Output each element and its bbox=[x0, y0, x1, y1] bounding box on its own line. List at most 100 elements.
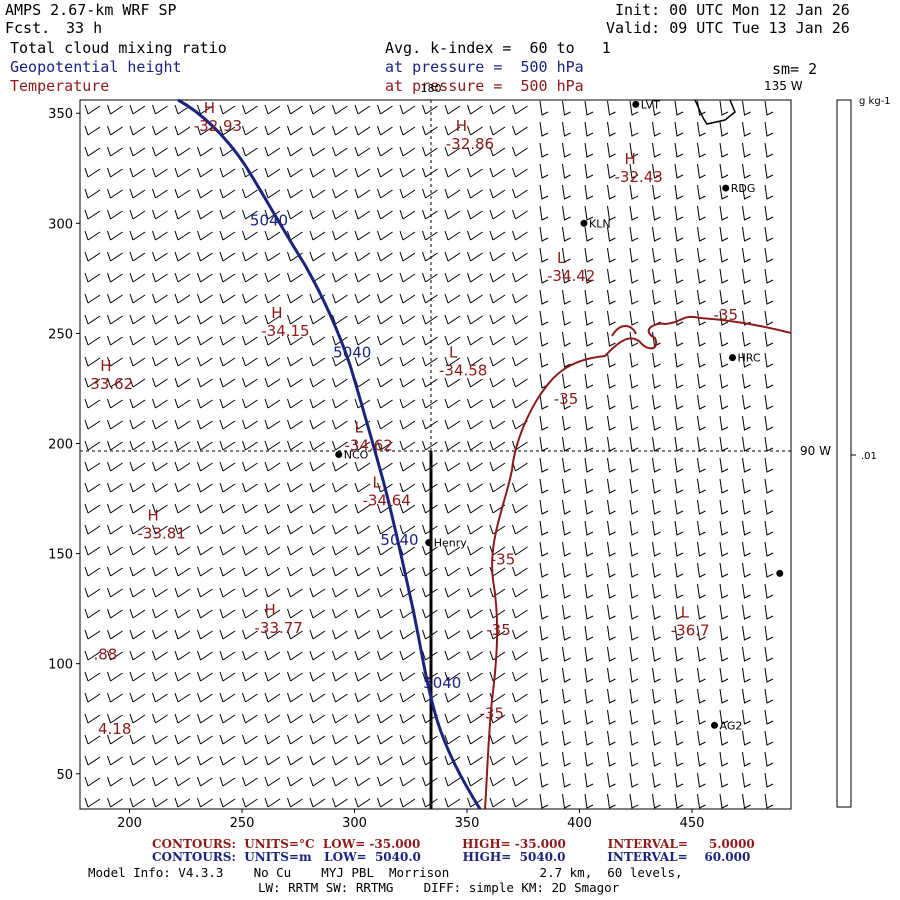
wind-barb bbox=[607, 583, 616, 599]
wind-barb bbox=[242, 209, 258, 220]
wind-barb bbox=[354, 167, 371, 178]
wind-barb bbox=[107, 272, 123, 283]
wind-barb bbox=[377, 335, 393, 346]
wind-barb bbox=[607, 772, 616, 788]
wind-barb bbox=[354, 503, 371, 514]
wind-barb bbox=[174, 734, 191, 745]
wind-barb bbox=[584, 184, 594, 200]
wind-barb bbox=[174, 293, 191, 304]
wind-barb bbox=[444, 671, 461, 682]
wind-barb bbox=[332, 545, 348, 556]
wind-barb bbox=[174, 209, 191, 220]
wind-barb bbox=[512, 188, 528, 199]
wind-barb bbox=[242, 314, 258, 325]
pressure-center-high: H bbox=[100, 357, 111, 375]
wind-barb bbox=[399, 482, 416, 493]
wind-barb bbox=[107, 797, 123, 808]
wind-barb bbox=[332, 167, 348, 178]
wind-barb bbox=[467, 398, 483, 409]
wind-barb bbox=[332, 209, 348, 220]
wind-barb bbox=[287, 398, 303, 409]
wind-barb bbox=[422, 209, 438, 220]
wind-barb bbox=[354, 713, 371, 724]
wind-barb bbox=[219, 545, 236, 556]
wind-barb bbox=[607, 625, 616, 641]
wind-barb bbox=[489, 272, 506, 283]
wind-barb bbox=[467, 461, 483, 472]
wind-barb bbox=[377, 629, 393, 640]
wind-barb bbox=[512, 482, 528, 493]
wind-barb bbox=[219, 671, 236, 682]
wind-barb bbox=[309, 587, 326, 598]
wind-barb bbox=[584, 121, 594, 137]
wind-barb bbox=[174, 356, 191, 367]
wind-barb bbox=[764, 331, 774, 347]
wind-barb bbox=[422, 251, 438, 262]
wind-barb bbox=[764, 184, 774, 200]
wind-barb bbox=[444, 272, 461, 283]
wind-barb bbox=[107, 398, 123, 409]
wind-barb bbox=[377, 671, 393, 682]
wind-barb bbox=[562, 373, 571, 389]
station-label-ag2: AG2 bbox=[720, 719, 743, 732]
wind-barb bbox=[84, 482, 101, 493]
wind-barb bbox=[264, 419, 281, 430]
wind-barb bbox=[242, 146, 258, 157]
wind-barb bbox=[652, 583, 661, 599]
wind-barb bbox=[152, 188, 168, 199]
wind-barb bbox=[129, 356, 146, 367]
wind-barb bbox=[539, 121, 549, 137]
wind-barb bbox=[84, 671, 101, 682]
wind-barb bbox=[332, 503, 348, 514]
wind-barb bbox=[107, 377, 123, 388]
wind-barb bbox=[107, 587, 123, 598]
wind-barb bbox=[539, 394, 549, 410]
wind-barb bbox=[84, 461, 101, 472]
wind-barb bbox=[764, 394, 774, 410]
wind-barb bbox=[562, 457, 571, 473]
wind-barb bbox=[444, 335, 461, 346]
wind-barb bbox=[219, 713, 236, 724]
wind-barb bbox=[332, 524, 348, 535]
wind-barb bbox=[242, 671, 258, 682]
wind-barb bbox=[652, 667, 661, 683]
wind-barb bbox=[174, 692, 191, 703]
wind-barb bbox=[152, 377, 168, 388]
wind-barb bbox=[332, 776, 348, 787]
wind-barb bbox=[584, 688, 594, 704]
wind-barb bbox=[219, 230, 236, 241]
wind-barb bbox=[399, 461, 416, 472]
wind-barb bbox=[84, 125, 101, 136]
wind-barb bbox=[197, 167, 213, 178]
wind-barb bbox=[309, 146, 326, 157]
pressure-center-low: L bbox=[681, 603, 690, 621]
wind-barb bbox=[467, 419, 483, 430]
wind-barb bbox=[332, 251, 348, 262]
pressure-center-low: L bbox=[373, 474, 382, 492]
wind-barb bbox=[629, 163, 639, 179]
colorbar-tick-label: .01 bbox=[861, 451, 877, 462]
wind-barb bbox=[152, 314, 168, 325]
wind-barb bbox=[467, 188, 483, 199]
station-marker bbox=[722, 184, 730, 192]
wind-barb bbox=[422, 167, 438, 178]
wind-barb bbox=[512, 755, 528, 766]
wind-barb bbox=[652, 373, 661, 389]
wind-barb bbox=[107, 566, 123, 577]
wind-barb bbox=[489, 146, 506, 157]
wind-barb bbox=[152, 209, 168, 220]
wind-barb bbox=[562, 751, 571, 767]
wind-barb bbox=[129, 335, 146, 346]
wind-barb bbox=[674, 415, 684, 431]
wind-barb bbox=[467, 482, 483, 493]
wind-barb bbox=[607, 310, 616, 326]
wind-barb bbox=[562, 499, 571, 515]
wind-barb bbox=[629, 415, 639, 431]
wind-barb bbox=[629, 373, 639, 389]
wind-barb bbox=[444, 356, 461, 367]
wind-barb bbox=[242, 734, 258, 745]
wind-barb bbox=[107, 545, 123, 556]
wind-barb bbox=[512, 356, 528, 367]
wind-barb bbox=[584, 373, 594, 389]
wind-barb bbox=[467, 503, 483, 514]
